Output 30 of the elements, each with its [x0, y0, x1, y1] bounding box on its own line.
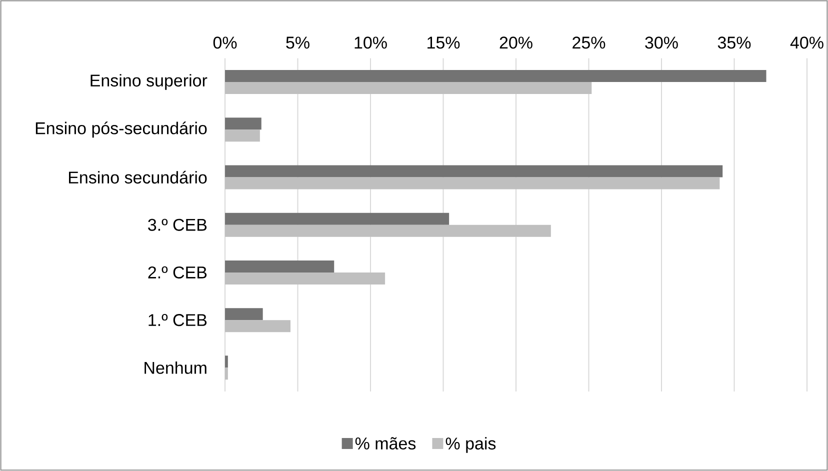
bar	[225, 82, 592, 94]
x-tick-label: 20%	[500, 36, 532, 49]
x-tick-label: 35%	[718, 36, 751, 49]
bar	[225, 177, 720, 190]
y-tick-label: Ensino secundário	[69, 170, 207, 184]
bar	[225, 272, 386, 284]
bar	[225, 70, 766, 82]
x-tick-label: 15%	[428, 36, 460, 49]
y-tick-label: Ensino superior	[90, 74, 208, 90]
y-tick-label: Ensino pós-secundário	[36, 122, 207, 138]
bar	[225, 260, 334, 272]
x-tick-label: 40%	[790, 36, 824, 49]
x-tick-label: 30%	[645, 36, 678, 49]
bar	[225, 308, 263, 320]
legend-label: % pais	[446, 437, 496, 453]
bar	[225, 212, 450, 225]
x-tick-label: 5%	[286, 36, 310, 49]
bar	[225, 130, 260, 142]
bar	[225, 165, 723, 178]
legend-label: % mães	[355, 437, 416, 450]
x-tick-label: 25%	[572, 36, 606, 49]
y-tick-label: Nenhum	[144, 361, 206, 374]
y-tick-label: 3.º CEB	[148, 218, 207, 231]
bar	[225, 320, 290, 332]
bar	[225, 224, 551, 237]
x-tick-label: 0%	[213, 36, 237, 49]
x-tick-label: 10%	[354, 36, 387, 49]
bar	[225, 118, 262, 130]
y-tick-label: 2.º CEB	[148, 266, 207, 278]
y-tick-label: 1.º CEB	[148, 314, 207, 326]
